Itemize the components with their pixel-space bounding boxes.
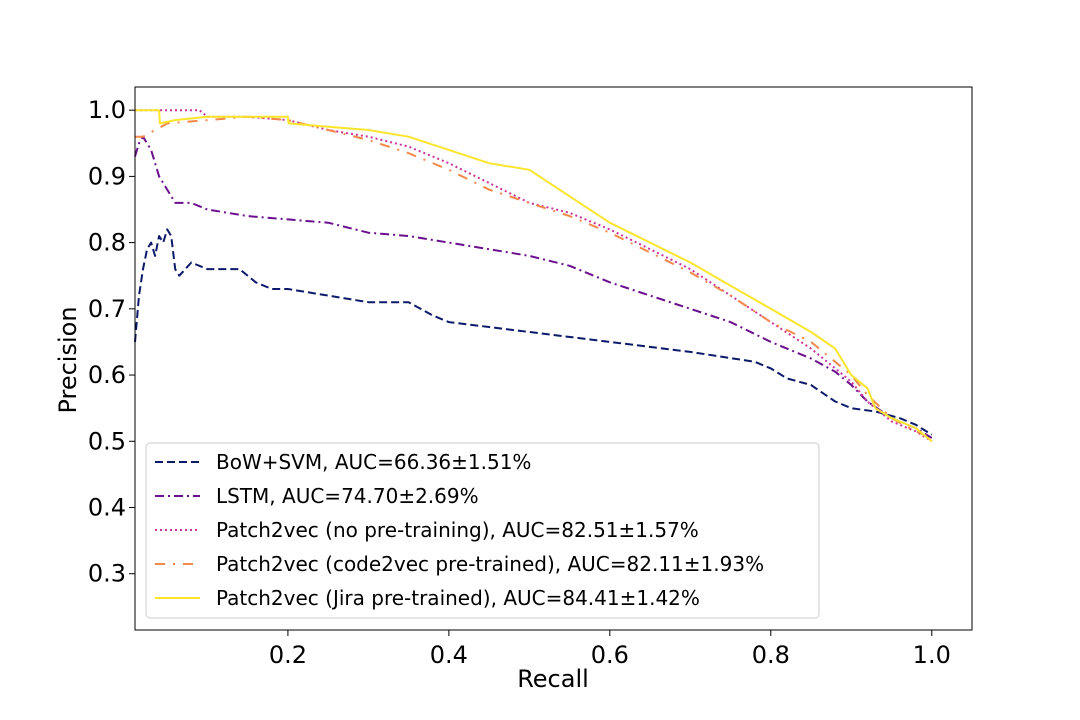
x-tick-label: 0.6 [591,641,629,669]
plot-frame [134,86,973,631]
y-axis: 0.3 0.4 0.5 0.6 0.7 0.8 0.9 1.0 [88,96,135,588]
x-tick-label: 0.2 [269,641,307,669]
y-tick-label: 0.7 [88,295,126,323]
legend-label: LSTM, AUC=74.70±2.69% [216,484,479,508]
x-axis: 0.2 0.4 0.6 0.8 1.0 [269,630,951,669]
x-tick-label: 0.4 [430,641,468,669]
y-tick-label: 0.6 [88,361,126,389]
x-tick-label: 0.8 [752,641,790,669]
y-tick-label: 0.5 [88,427,126,455]
legend-label: Patch2vec (Jira pre-trained), AUC=84.41±… [216,586,700,610]
x-axis-label: Recall [517,665,589,693]
legend: BoW+SVM, AUC=66.36±1.51% LSTM, AUC=74.70±… [145,442,820,619]
y-tick-label: 0.3 [88,560,126,588]
legend-label: Patch2vec (code2vec pre-trained), AUC=82… [216,552,764,576]
y-axis-label: Precision [54,306,82,413]
legend-label: BoW+SVM, AUC=66.36±1.51% [216,450,531,474]
legend-label: Patch2vec (no pre-training), AUC=82.51±1… [216,518,699,542]
y-tick-label: 0.9 [88,162,126,190]
y-tick-label: 0.4 [88,493,126,521]
x-tick-label: 1.0 [913,641,951,669]
series-line-1 [134,228,933,436]
legend-items: BoW+SVM, AUC=66.36±1.51% LSTM, AUC=74.70±… [155,450,764,610]
series-layer [134,109,933,443]
series-line-5 [135,109,933,443]
y-tick-label: 1.0 [88,96,126,124]
series-line-2 [134,135,933,439]
legend-box [145,442,820,619]
y-tick-label: 0.8 [88,229,126,257]
